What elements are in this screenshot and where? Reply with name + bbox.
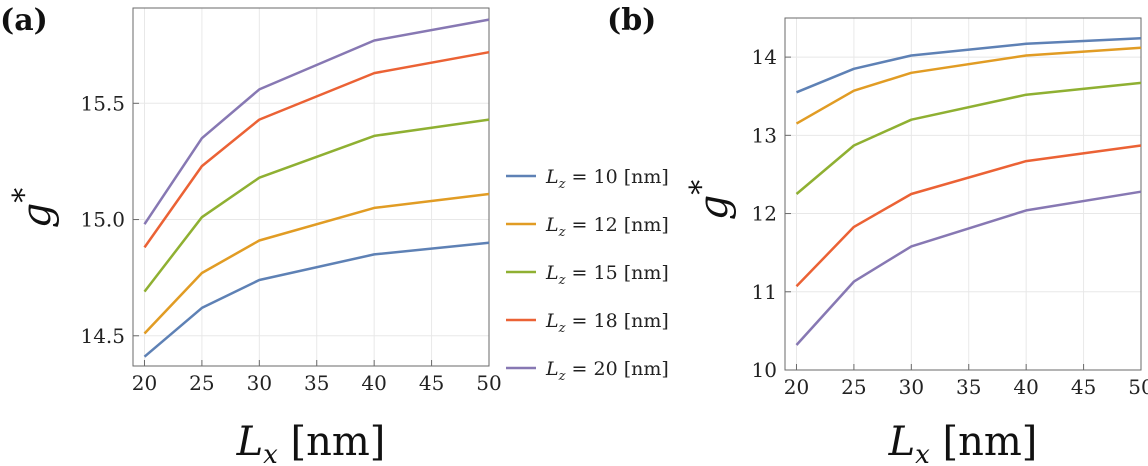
panel-a-frame: [132, 7, 490, 367]
legend-entry-label: Lz = 10 [nm]: [545, 166, 669, 192]
x-tick-label: 45: [1071, 375, 1096, 399]
panel-a-label: (a): [0, 3, 48, 38]
x-tick-label: 50: [476, 371, 501, 395]
x-tick-label: 30: [247, 371, 272, 395]
y-tick-label: 12: [752, 202, 777, 226]
panel-b-ticks: 20 25 30 35 40 45 50 10 11 12 13 14: [752, 45, 1148, 399]
panel-a-y-axis-title: g*: [7, 188, 60, 229]
legend-entry-label: Lz = 15 [nm]: [545, 262, 669, 288]
series-line-3: [143, 118, 490, 293]
x-tick-label: 30: [899, 375, 924, 399]
y-tick-label: 14.5: [80, 324, 125, 348]
panel-b-label: (b): [607, 3, 656, 38]
x-tick-label: 40: [361, 371, 386, 395]
panel-b-grid: [785, 18, 1142, 371]
series-line-4: [795, 144, 1142, 288]
y-tick-label: 10: [752, 358, 777, 382]
panel-b-series: [795, 37, 1142, 346]
x-tick-label: 35: [956, 375, 981, 399]
panel-b: (b) 20 25 30 35 40 45 50 10 11 12 13 14 Lx [nm] g*: [607, 3, 1148, 466]
x-tick-label: 20: [132, 371, 157, 395]
x-tick-label: 50: [1128, 375, 1148, 399]
series-line-1: [796, 37, 1142, 94]
y-tick-label: 11: [752, 280, 777, 304]
legend: Lz = 10 [nm] Lz = 12 [nm] Lz = 15 [nm] Lz =…: [506, 166, 669, 384]
series-line-2: [143, 192, 490, 335]
y-tick-label: 15.0: [80, 208, 125, 232]
panel-a-series: [143, 18, 490, 358]
x-tick-label: 25: [841, 375, 866, 399]
x-tick-label: 25: [189, 371, 214, 395]
y-tick-label: 13: [752, 123, 777, 147]
panel-b-x-axis-title: Lx [nm]: [888, 419, 1038, 466]
series-line-4: [143, 50, 490, 249]
x-tick-label: 35: [304, 371, 329, 395]
panel-b-frame: [784, 17, 1142, 371]
legend-entry-label: Lz = 20 [nm]: [545, 358, 669, 384]
panel-a: (a) 20 25 30 35 40 45 50 14.5 15.0 15.5 Lx [nm] g…: [0, 3, 502, 466]
x-tick-label: 45: [419, 371, 444, 395]
series-line-5: [795, 190, 1142, 346]
legend-entry-label: Lz = 12 [nm]: [545, 214, 669, 240]
series-line-5: [143, 18, 490, 225]
series-line-2: [795, 46, 1142, 125]
legend-entry-label: Lz = 18 [nm]: [545, 310, 669, 336]
y-tick-label: 15.5: [80, 91, 125, 115]
x-tick-label: 40: [1013, 375, 1038, 399]
x-tick-label: 20: [784, 375, 809, 399]
series-line-3: [795, 81, 1142, 195]
y-tick-label: 14: [752, 45, 777, 69]
series-line-1: [143, 241, 490, 358]
panel-a-ticks: 20 25 30 35 40 45 50 14.5 15.0 15.5: [80, 91, 501, 395]
panel-b-y-axis-title: g*: [684, 180, 737, 221]
panel-a-x-axis-title: Lx [nm]: [236, 419, 386, 466]
